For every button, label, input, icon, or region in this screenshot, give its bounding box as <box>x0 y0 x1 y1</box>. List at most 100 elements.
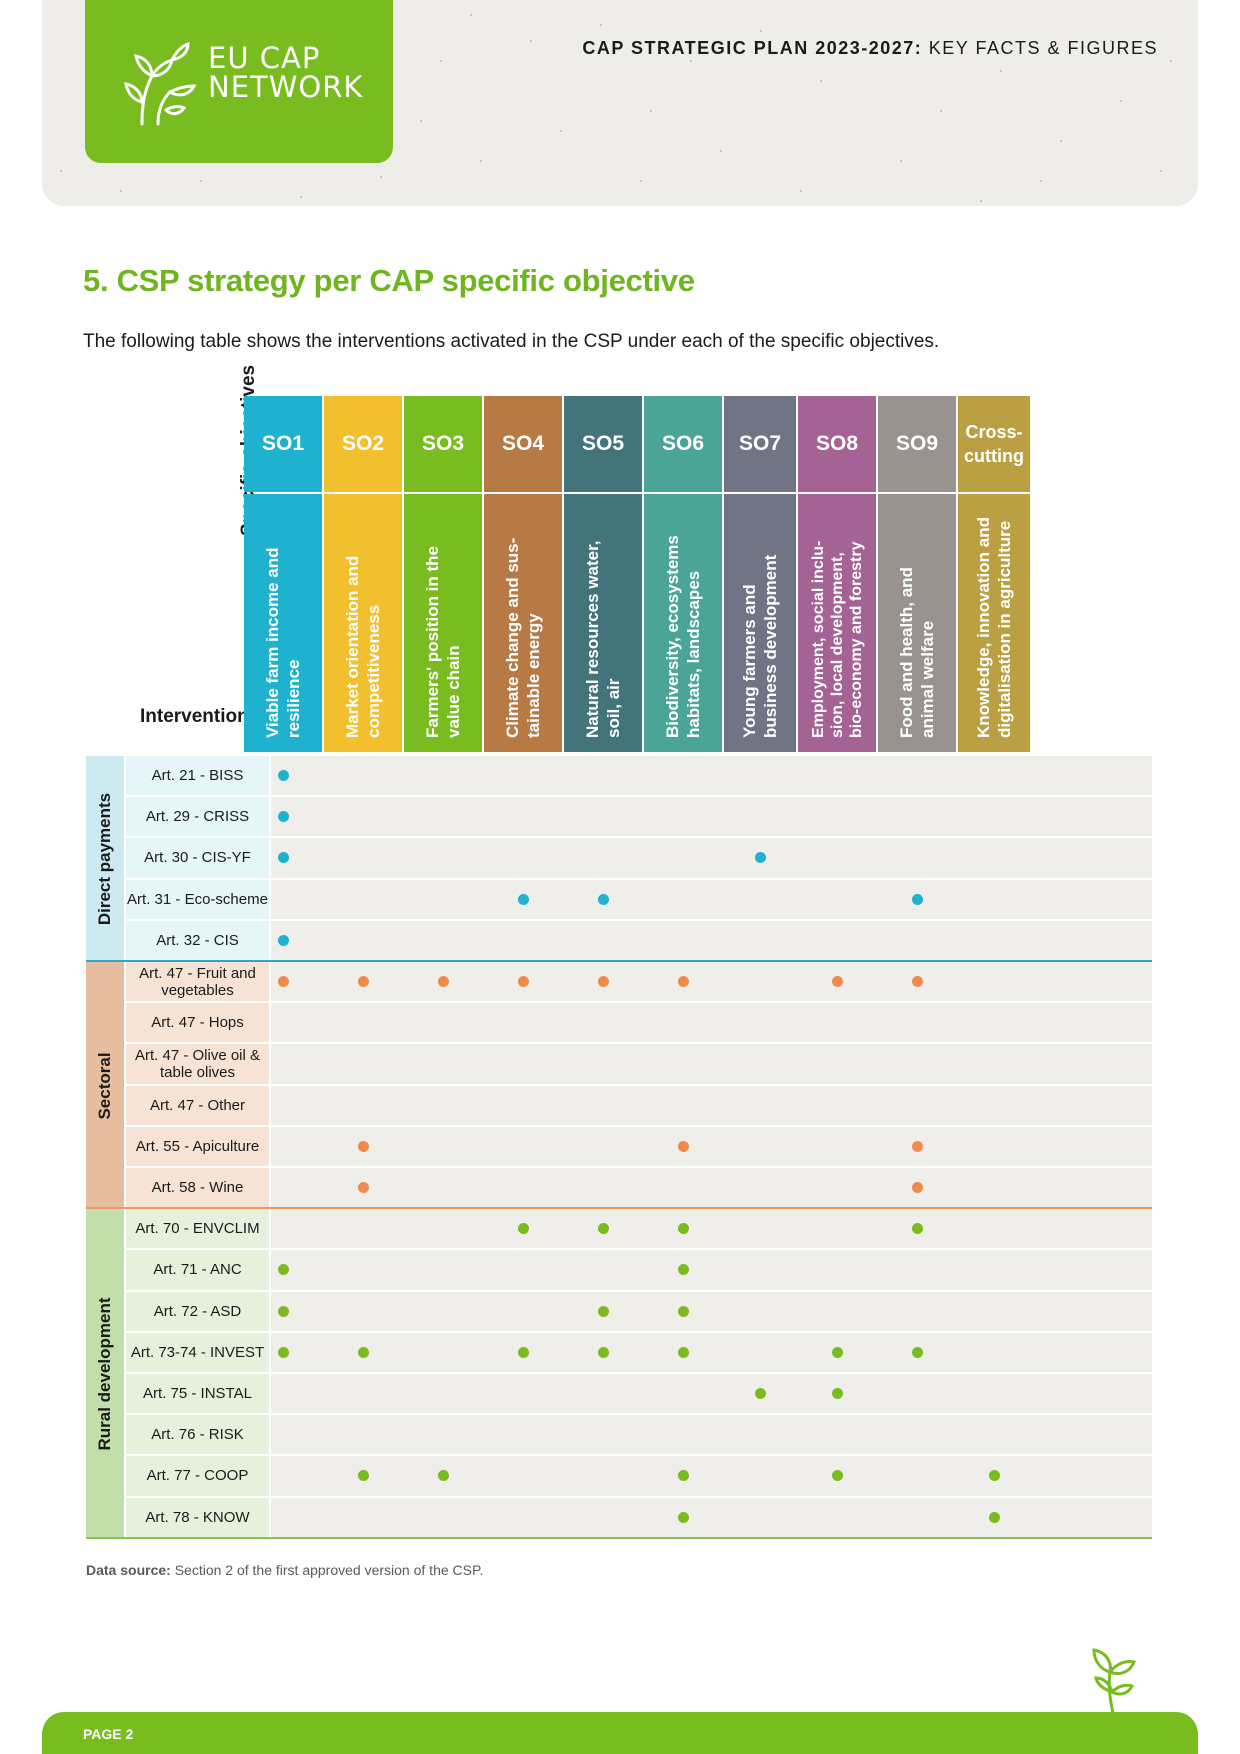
activation-dot-so7 <box>754 1388 766 1400</box>
activation-dot-so6 <box>677 1511 689 1523</box>
document-title-bold: CAP STRATEGIC PLAN 2023-2027: <box>582 38 923 58</box>
objective-description-10: Knowledge, innovation and digitalisation… <box>958 494 1030 752</box>
activation-dot-so5 <box>597 893 609 905</box>
activation-dot-so1 <box>277 1346 289 1358</box>
header-speck <box>1060 140 1062 142</box>
objective-description-text-2: Market orientation and competitiveness <box>343 555 383 738</box>
intervention-label: Art. 70 - ENVCLIM <box>126 1209 269 1249</box>
group-divider <box>86 960 1152 962</box>
activation-dot-so2 <box>357 1346 369 1358</box>
document-title: CAP STRATEGIC PLAN 2023-2027: KEY FACTS … <box>582 38 1158 59</box>
intervention-cells <box>271 756 1152 796</box>
interventions-label: Interventions <box>140 706 260 727</box>
table-row: Art. 73-74 - INVEST <box>86 1332 1152 1372</box>
logo-line-1: EU CAP <box>208 41 321 75</box>
intervention-cells <box>271 1250 1152 1290</box>
header-speck <box>600 24 602 26</box>
objective-description-text-3: Farmers' position in the value chain <box>423 545 463 738</box>
intervention-label: Art. 30 - CIS-YF <box>126 838 269 878</box>
header-speck <box>530 40 532 42</box>
table-row: Art. 75 - INSTAL <box>86 1374 1152 1414</box>
header-speck <box>470 14 472 16</box>
table-row: Art. 47 - Fruit and vegetables <box>86 962 1152 1002</box>
activation-dot-so10 <box>988 1511 1000 1523</box>
objective-description-2: Market orientation and competitiveness <box>324 494 402 752</box>
intervention-cells <box>271 1126 1152 1166</box>
intervention-label: Art. 78 - KNOW <box>126 1497 269 1537</box>
objective-description-text-6: Biodiversity, ecosystems habitats, lands… <box>663 535 703 738</box>
activation-dot-so5 <box>597 1305 609 1317</box>
objective-header-7: SO7 <box>724 396 796 492</box>
activation-dot-so9 <box>911 976 923 988</box>
objective-description-4: Climate change and sus- tainable energy <box>484 494 562 752</box>
activation-dot-so3 <box>437 976 449 988</box>
logo-line-2: NETWORK <box>208 70 364 104</box>
table-row: Art. 47 - Other <box>86 1085 1152 1125</box>
header-speck <box>900 160 902 162</box>
activation-dot-so2 <box>357 1182 369 1194</box>
intervention-cells <box>271 797 1152 837</box>
activation-dot-so4 <box>517 1223 529 1235</box>
activation-dot-so4 <box>517 976 529 988</box>
group-divider <box>86 1207 1152 1210</box>
header-speck <box>800 190 802 192</box>
activation-dot-so2 <box>357 976 369 988</box>
header-speck <box>440 60 442 62</box>
activation-dot-so9 <box>911 893 923 905</box>
intervention-cells <box>271 1374 1152 1414</box>
table-row: Art. 77 - COOP <box>86 1456 1152 1496</box>
activation-dot-so3 <box>437 1470 449 1482</box>
intervention-cells <box>271 1332 1152 1372</box>
header-speck <box>1000 70 1002 72</box>
table-row: Art. 70 - ENVCLIM <box>86 1209 1152 1249</box>
activation-dot-so6 <box>677 1305 689 1317</box>
intervention-cells <box>271 1085 1152 1125</box>
header-speck <box>650 110 652 112</box>
intervention-label: Art. 47 - Other <box>126 1085 269 1125</box>
intervention-cells <box>271 1168 1152 1208</box>
activation-dot-so6 <box>677 1140 689 1152</box>
data-source-label: Data source: <box>86 1562 171 1578</box>
intervention-label: Art. 75 - INSTAL <box>126 1374 269 1414</box>
objective-description-9: Food and health, and animal welfare <box>878 494 956 752</box>
activation-dot-so6 <box>677 1223 689 1235</box>
intervention-cells <box>271 1456 1152 1496</box>
table-row: Art. 30 - CIS-YF <box>86 838 1152 878</box>
activation-dot-so6 <box>677 976 689 988</box>
intervention-cells <box>271 879 1152 919</box>
activation-dot-so10 <box>988 1470 1000 1482</box>
intervention-label: Art. 21 - BISS <box>126 756 269 796</box>
intervention-label: Art. 47 - Olive oil & table olives <box>126 1044 269 1084</box>
data-source-note: Data source: Section 2 of the first appr… <box>86 1562 483 1578</box>
header-speck <box>640 180 642 182</box>
header-speck <box>690 60 692 62</box>
table-row: Art. 58 - Wine <box>86 1168 1152 1208</box>
table-row: Art. 76 - RISK <box>86 1415 1152 1455</box>
objective-header-8: SO8 <box>798 396 876 492</box>
objective-description-text-9: Food and health, and animal welfare <box>897 567 937 738</box>
activation-dot-so7 <box>754 852 766 864</box>
table-row: Art. 29 - CRISS <box>86 797 1152 837</box>
header-speck <box>120 190 122 192</box>
section-title: 5. CSP strategy per CAP specific objecti… <box>83 263 695 298</box>
header-speck <box>200 180 202 182</box>
activation-dot-so9 <box>911 1182 923 1194</box>
activation-dot-so1 <box>277 1264 289 1276</box>
intervention-label: Art. 29 - CRISS <box>126 797 269 837</box>
activation-dot-so1 <box>277 934 289 946</box>
table-row: Art. 31 - Eco-scheme <box>86 879 1152 919</box>
header-speck <box>1120 100 1122 102</box>
header-speck <box>380 176 382 178</box>
intervention-cells <box>271 838 1152 878</box>
objective-description-7: Young farmers and business development <box>724 494 796 752</box>
header-speck <box>820 80 822 82</box>
objective-description-text-5: Natural resources water, soil, air <box>583 540 623 738</box>
table-row: Art. 78 - KNOW <box>86 1497 1152 1537</box>
activation-dot-so6 <box>677 1470 689 1482</box>
intervention-label: Art. 77 - COOP <box>126 1456 269 1496</box>
activation-dot-so2 <box>357 1140 369 1152</box>
intervention-label: Art. 47 - Hops <box>126 1003 269 1043</box>
objective-description-6: Biodiversity, ecosystems habitats, lands… <box>644 494 722 752</box>
header-speck <box>880 50 882 52</box>
header-speck <box>980 200 982 202</box>
